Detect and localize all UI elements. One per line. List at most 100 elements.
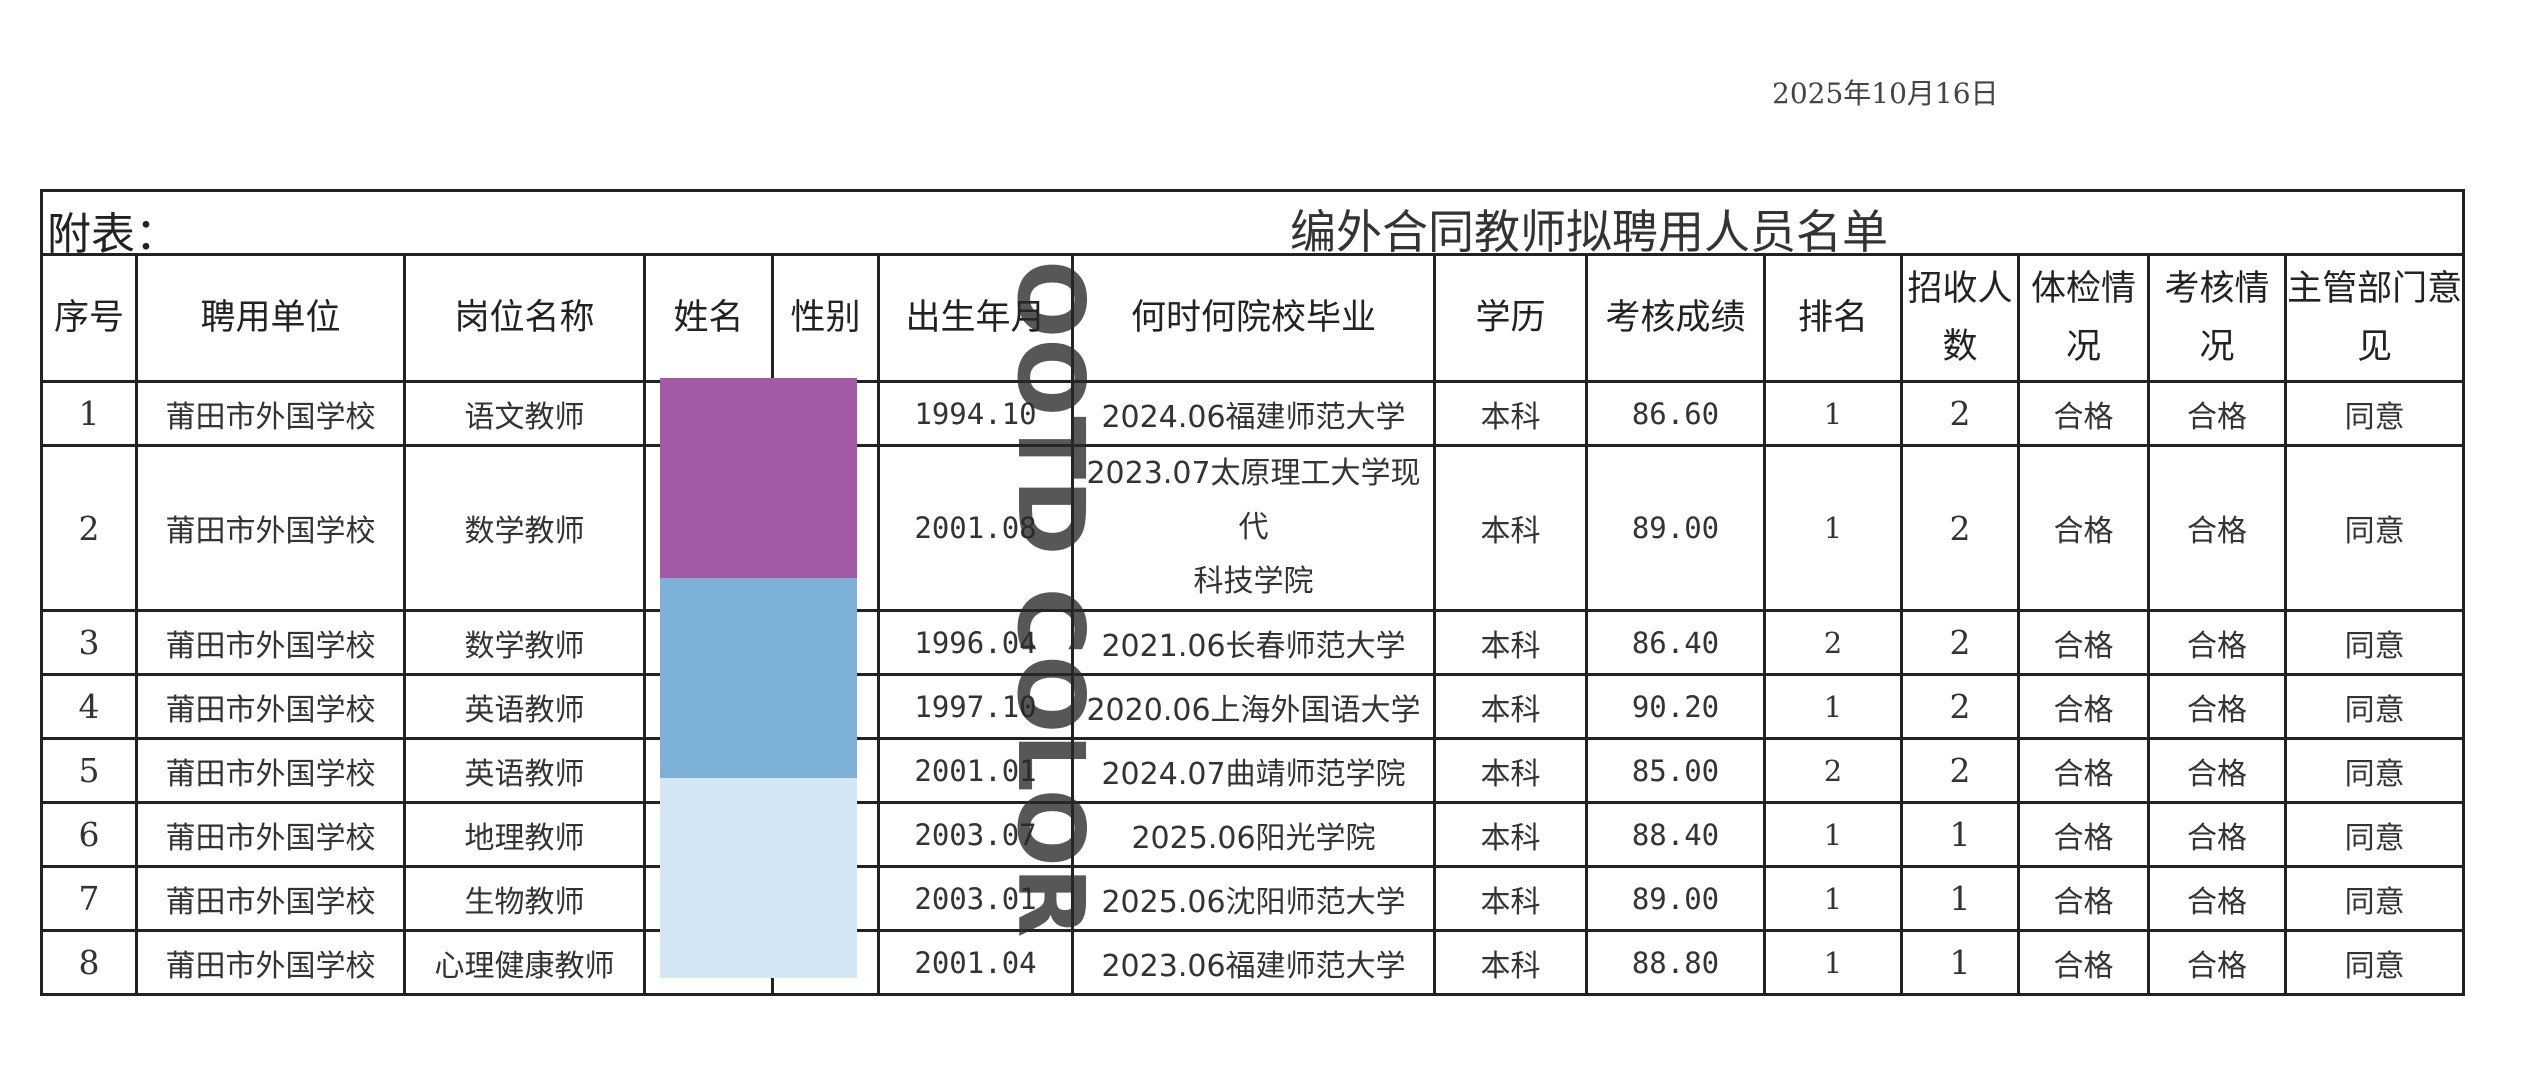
header-opinion: 主管部门意见 — [2283, 253, 2466, 383]
cell-score: 86.60 — [1585, 380, 1766, 447]
cell-no: 6 — [40, 801, 138, 868]
cell-unit: 莆田市外国学校 — [135, 865, 406, 932]
cell-opinion: 同意 — [2283, 444, 2466, 612]
cell-school: 2024.06福建师范大学 — [1071, 380, 1436, 447]
cell-score: 86.40 — [1585, 609, 1766, 676]
cell-rank: 1 — [1763, 673, 1903, 740]
cell-rank: 2 — [1763, 737, 1903, 804]
cell-school: 2023.07太原理工大学现代 科技学院 — [1071, 444, 1436, 612]
header-assessment: 考核情况 — [2147, 253, 2287, 383]
cell-opinion: 同意 — [2283, 737, 2466, 804]
cell-health: 合格 — [2017, 801, 2150, 868]
cell-education: 本科 — [1433, 609, 1588, 676]
title-cell: 附表： 编外合同教师拟聘用人员名单 — [39, 189, 2466, 256]
header-health: 体检情况 — [2017, 253, 2150, 383]
redaction-block-blue — [660, 578, 857, 778]
cell-score: 90.20 — [1585, 673, 1766, 740]
cell-no: 8 — [40, 929, 138, 996]
cell-birth: 2003.07 — [877, 801, 1074, 868]
cell-quota: 1 — [1900, 865, 2020, 932]
cell-rank: 2 — [1763, 609, 1903, 676]
cell-unit: 莆田市外国学校 — [135, 609, 406, 676]
cell-position: 语文教师 — [403, 380, 646, 447]
candidate-table: 附表： 编外合同教师拟聘用人员名单 序号 聘用单位 岗位名称 姓名 性别 出生年… — [39, 189, 2466, 996]
table-row: 4 莆田市外国学校 英语教师 1997.10 2020.06上海外国语大学 本科… — [40, 673, 2466, 740]
cell-rank: 1 — [1763, 929, 1903, 996]
cell-health: 合格 — [2017, 609, 2150, 676]
cell-unit: 莆田市外国学校 — [135, 737, 406, 804]
cell-education: 本科 — [1433, 801, 1588, 868]
cell-birth: 2001.04 — [877, 929, 1074, 996]
title-row: 附表： 编外合同教师拟聘用人员名单 — [39, 189, 2466, 256]
cell-education: 本科 — [1433, 737, 1588, 804]
cell-opinion: 同意 — [2283, 865, 2466, 932]
cell-health: 合格 — [2017, 929, 2150, 996]
cell-quota: 2 — [1900, 380, 2020, 447]
cell-birth: 2001.08 — [877, 444, 1074, 612]
table-row: 7 莆田市外国学校 生物教师 2003.01 2025.06沈阳师范大学 本科 … — [40, 865, 2466, 932]
cell-assessment: 合格 — [2147, 929, 2287, 996]
cell-quota: 2 — [1900, 737, 2020, 804]
cell-opinion: 同意 — [2283, 801, 2466, 868]
cell-score: 89.00 — [1585, 444, 1766, 612]
cell-rank: 1 — [1763, 380, 1903, 447]
cell-position: 数学教师 — [403, 609, 646, 676]
cell-school: 2024.07曲靖师范学院 — [1071, 737, 1436, 804]
cell-score: 89.00 — [1585, 865, 1766, 932]
header-position: 岗位名称 — [403, 253, 646, 383]
cell-unit: 莆田市外国学校 — [135, 444, 406, 612]
header-education: 学历 — [1433, 253, 1588, 383]
cell-birth: 1994.10 — [877, 380, 1074, 447]
cell-position: 生物教师 — [403, 865, 646, 932]
cell-school: 2025.06阳光学院 — [1071, 801, 1436, 868]
cell-score: 85.00 — [1585, 737, 1766, 804]
cell-unit: 莆田市外国学校 — [135, 380, 406, 447]
cell-health: 合格 — [2017, 865, 2150, 932]
cell-score: 88.40 — [1585, 801, 1766, 868]
cell-quota: 1 — [1900, 801, 2020, 868]
cell-opinion: 同意 — [2283, 609, 2466, 676]
table-row: 1 莆田市外国学校 语文教师 1994.10 2024.06福建师范大学 本科 … — [40, 380, 2466, 447]
cell-position: 地理教师 — [403, 801, 646, 868]
cell-no: 3 — [40, 609, 138, 676]
cell-position: 英语教师 — [403, 737, 646, 804]
table-row: 5 莆田市外国学校 英语教师 2001.01 2024.07曲靖师范学院 本科 … — [40, 737, 2466, 804]
cell-position: 英语教师 — [403, 673, 646, 740]
cell-education: 本科 — [1433, 380, 1588, 447]
cell-education: 本科 — [1433, 673, 1588, 740]
cell-opinion: 同意 — [2283, 673, 2466, 740]
header-unit: 聘用单位 — [135, 253, 406, 383]
cell-assessment: 合格 — [2147, 801, 2287, 868]
cell-school: 2021.06长春师范大学 — [1071, 609, 1436, 676]
cell-assessment: 合格 — [2147, 380, 2287, 447]
cell-birth: 2003.01 — [877, 865, 1074, 932]
header-rank: 排名 — [1763, 253, 1903, 383]
header-no: 序号 — [40, 253, 138, 383]
table-row: 3 莆田市外国学校 数学教师 1996.04 2021.06长春师范大学 本科 … — [40, 609, 2466, 676]
cell-no: 1 — [40, 380, 138, 447]
cell-unit: 莆田市外国学校 — [135, 929, 406, 996]
cell-birth: 1997.10 — [877, 673, 1074, 740]
cell-school-line2: 科技学院 — [1193, 564, 1314, 599]
watermark-text: OOTD COLOR — [997, 260, 1104, 938]
cell-position: 数学教师 — [403, 444, 646, 612]
cell-position: 心理健康教师 — [403, 929, 646, 996]
cell-health: 合格 — [2017, 673, 2150, 740]
cell-rank: 1 — [1763, 801, 1903, 868]
table-row: 8 莆田市外国学校 心理健康教师 2001.04 2023.06福建师范大学 本… — [40, 929, 2466, 996]
cell-health: 合格 — [2017, 737, 2150, 804]
cell-opinion: 同意 — [2283, 929, 2466, 996]
table-row: 2 莆田市外国学校 数学教师 2001.08 2023.07太原理工大学现代 科… — [40, 444, 2466, 612]
cell-birth: 2001.01 — [877, 737, 1074, 804]
cell-assessment: 合格 — [2147, 865, 2287, 932]
cell-health: 合格 — [2017, 444, 2150, 612]
cell-score: 88.80 — [1585, 929, 1766, 996]
header-school: 何时何院校毕业 — [1071, 253, 1436, 383]
cell-no: 5 — [40, 737, 138, 804]
cell-rank: 1 — [1763, 444, 1903, 612]
cell-rank: 1 — [1763, 865, 1903, 932]
header-score: 考核成绩 — [1585, 253, 1766, 383]
table-prefix: 附表： — [47, 209, 179, 255]
cell-no: 2 — [40, 444, 138, 612]
redaction-block-lightblue — [660, 778, 857, 978]
